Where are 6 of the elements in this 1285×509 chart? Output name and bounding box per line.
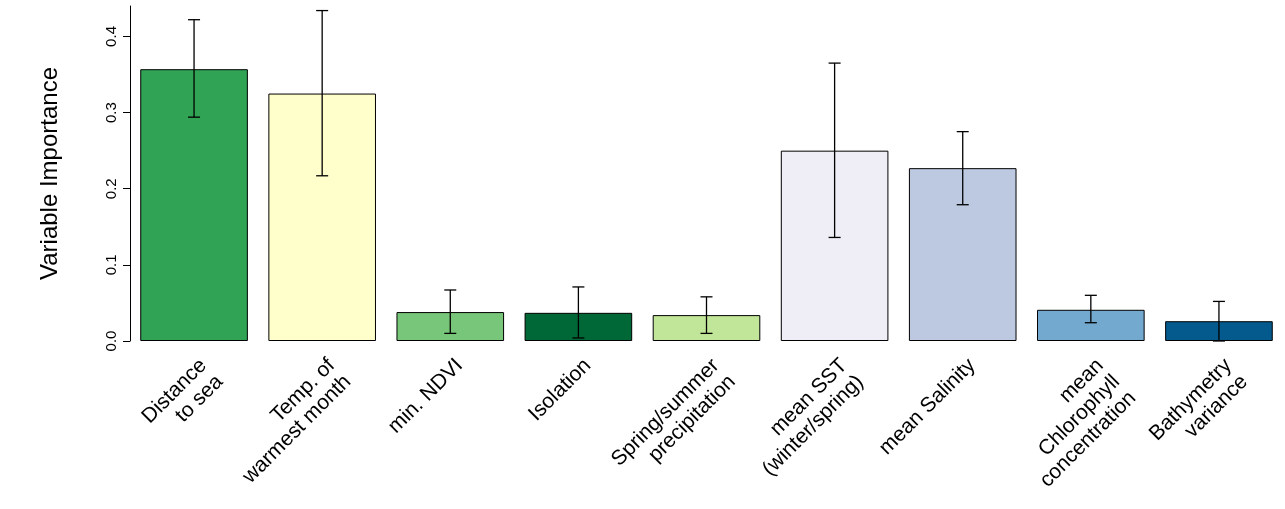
y-tick-label: 0.4 — [102, 26, 119, 47]
y-axis-title: Variable Importance — [34, 67, 62, 280]
y-tick-label: 0.2 — [102, 178, 119, 200]
y-tick-label: 0.3 — [102, 102, 119, 124]
y-tick-label: 0.1 — [102, 254, 119, 276]
y-tick-label: 0.0 — [102, 330, 119, 352]
